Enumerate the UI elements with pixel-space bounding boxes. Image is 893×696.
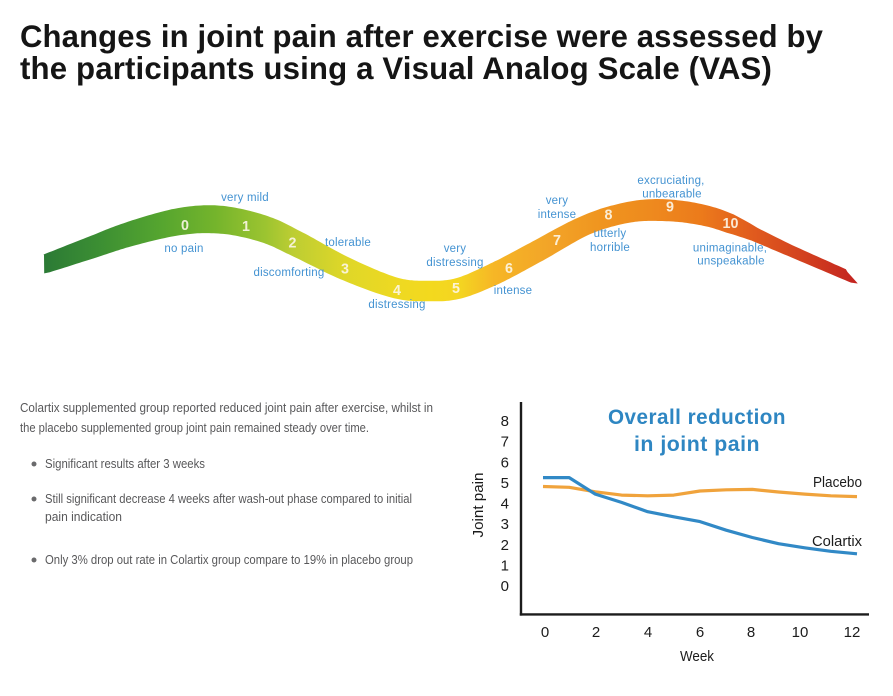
svg-text:6: 6: [501, 454, 509, 471]
svg-text:distressing: distressing: [368, 299, 425, 311]
svg-text:Changes in joint pain after ex: Changes in joint pain after exercise wer…: [20, 19, 823, 54]
svg-text:distressing: distressing: [426, 257, 483, 269]
svg-text:horrible: horrible: [590, 242, 630, 254]
svg-text:8: 8: [501, 413, 509, 430]
svg-text:Colartix supplemented group re: Colartix supplemented group reported red…: [20, 400, 433, 415]
svg-text:the participants using a Visua: the participants using a Visual Analog S…: [20, 51, 772, 86]
svg-text:7: 7: [553, 233, 561, 249]
svg-text:10: 10: [723, 216, 739, 232]
svg-text:unbearable: unbearable: [642, 189, 702, 201]
svg-text:0: 0: [501, 578, 509, 595]
svg-text:pain indication: pain indication: [45, 509, 122, 524]
svg-text:unspeakable: unspeakable: [697, 256, 764, 268]
svg-text:tolerable: tolerable: [325, 237, 371, 249]
svg-text:10: 10: [792, 624, 809, 641]
svg-text:7: 7: [501, 434, 509, 451]
svg-text:5: 5: [501, 475, 509, 492]
svg-text:1: 1: [242, 219, 250, 235]
svg-text:intense: intense: [494, 285, 532, 297]
svg-text:1: 1: [501, 558, 509, 575]
svg-text:Still significant decrease 4 w: Still significant decrease 4 weeks after…: [45, 491, 412, 506]
svg-text:Colartix: Colartix: [812, 534, 863, 550]
svg-text:2: 2: [289, 236, 297, 252]
svg-text:0: 0: [181, 218, 189, 234]
svg-text:unimaginable,: unimaginable,: [693, 243, 767, 255]
svg-text:the placebo supplemented group: the placebo supplemented group joint pai…: [20, 420, 369, 435]
svg-text:in joint pain: in joint pain: [634, 432, 760, 456]
svg-text:6: 6: [696, 624, 704, 641]
svg-text:5: 5: [452, 281, 460, 297]
svg-text:utterly: utterly: [594, 228, 627, 240]
svg-text:4: 4: [644, 624, 652, 641]
svg-text:very: very: [444, 243, 467, 255]
svg-text:Significant results after 3 we: Significant results after 3 weeks: [45, 456, 205, 471]
svg-text:6: 6: [505, 261, 513, 277]
svg-text:Week: Week: [680, 648, 714, 665]
svg-text:Overall reduction: Overall reduction: [608, 405, 786, 429]
svg-text:Only 3% drop out rate in Colar: Only 3% drop out rate in Colartix group …: [45, 552, 413, 567]
svg-text:no pain: no pain: [164, 243, 203, 255]
svg-text:intense: intense: [538, 209, 576, 221]
svg-text:Placebo: Placebo: [813, 475, 862, 491]
svg-text:2: 2: [592, 624, 600, 641]
svg-text:3: 3: [501, 516, 509, 533]
svg-text:excruciating,: excruciating,: [637, 175, 704, 187]
svg-text:12: 12: [844, 624, 861, 641]
svg-text:very: very: [546, 195, 569, 207]
svg-text:8: 8: [747, 624, 755, 641]
svg-text:0: 0: [541, 624, 549, 641]
svg-text:Joint pain: Joint pain: [470, 473, 487, 538]
svg-text:very mild: very mild: [221, 192, 269, 204]
svg-text:4: 4: [501, 496, 509, 513]
svg-text:2: 2: [501, 537, 509, 554]
svg-text:4: 4: [393, 283, 401, 299]
svg-text:discomforting: discomforting: [254, 267, 325, 279]
svg-text:9: 9: [666, 200, 674, 216]
svg-text:3: 3: [341, 262, 349, 278]
svg-text:8: 8: [605, 208, 613, 224]
